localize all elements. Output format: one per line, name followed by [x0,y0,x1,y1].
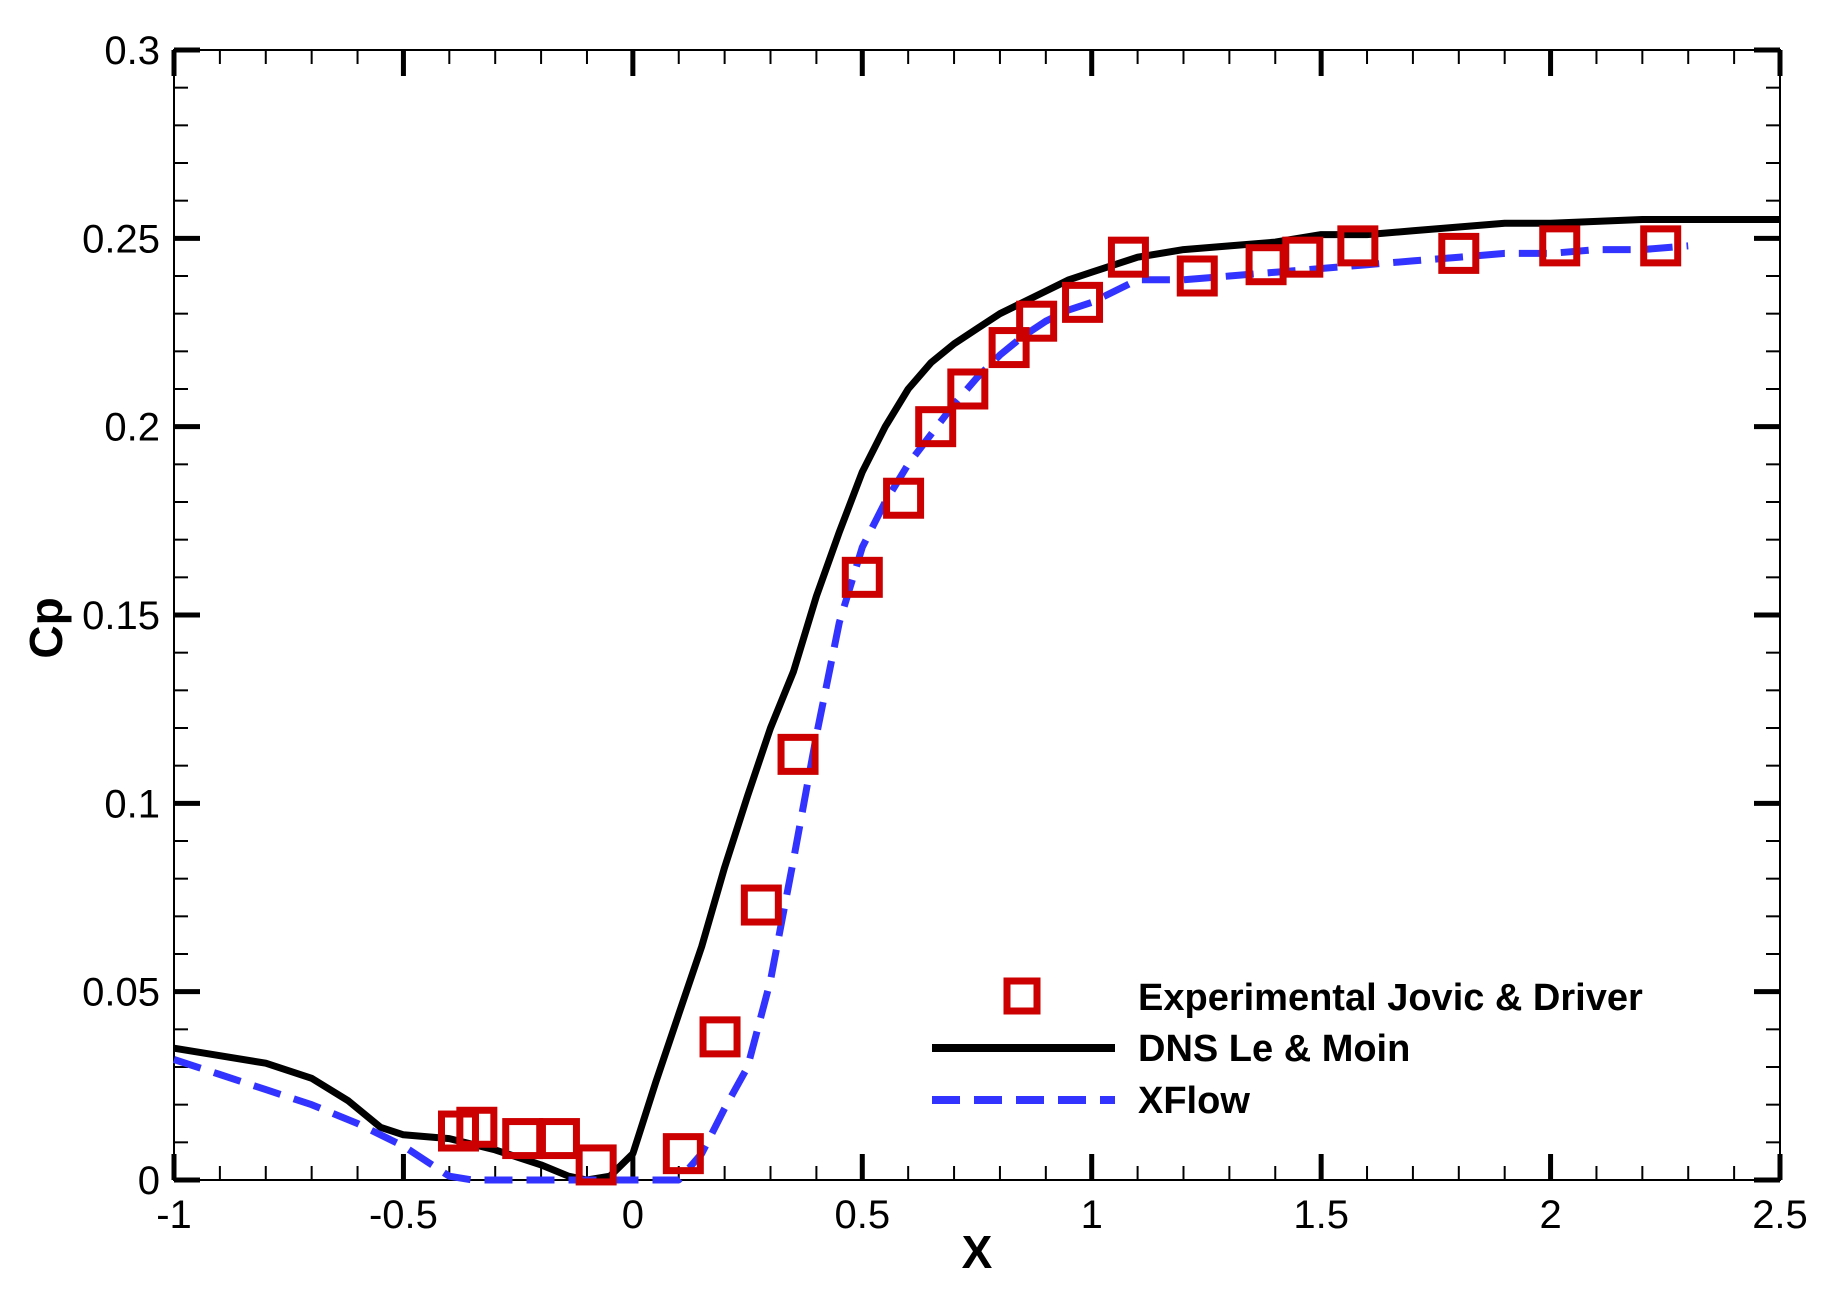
x-tick-label: -1 [156,1193,192,1237]
experimental-data-point [1337,225,1379,267]
experimental-data-point [1062,281,1104,323]
experimental-data-point [883,477,925,519]
x-tick-label: 2.5 [1752,1193,1808,1237]
legend: Experimental Jovic & Driver DNS Le & Moi… [932,977,1643,1122]
x-axis-title: X [962,1226,993,1278]
x-tick-label: 0 [622,1193,644,1237]
experimental-data-point [1016,300,1058,342]
series-line-xflow [172,242,1689,1184]
experimental-data-point [1640,225,1682,267]
y-axis-title: Cp [20,597,72,658]
experimental-data-point [662,1133,704,1175]
legend-marker-experimental [1003,977,1041,1015]
experimental-data-point [1539,225,1581,267]
y-tick-label: 0 [138,1159,160,1203]
series-layer [172,216,1780,1186]
experimental-data-point [1107,236,1149,278]
experimental-data-point [988,327,1030,369]
experimental-data-point [699,1016,741,1058]
experimental-data-point [1282,236,1324,278]
legend-label-xflow: XFlow [1138,1080,1250,1122]
experimental-data-point [456,1106,498,1148]
legend-label-dns: DNS Le & Moin [1138,1028,1410,1070]
y-tick-label: 0.1 [104,782,160,826]
experimental-data-point [502,1118,544,1160]
y-tick-label: 0.2 [104,406,160,450]
y-tick-labels: 0 0.05 0.1 0.15 0.2 0.25 0.3 [82,29,160,1203]
y-tick-label: 0.15 [82,594,160,638]
experimental-data-point [777,733,819,775]
experimental-data-point [841,556,883,598]
experimental-data-point [740,884,782,926]
y-tick-label: 0.05 [82,971,160,1015]
series-line-dns-le-moin [173,216,1780,1184]
x-tick-label: 0.5 [834,1193,890,1237]
experimental-data-point [915,406,957,448]
x-tick-label: -0.5 [369,1193,438,1237]
legend-label-experimental: Experimental Jovic & Driver [1138,977,1643,1019]
experimental-data-point [575,1144,617,1186]
experimental-data-point [1245,244,1287,286]
experimental-data-point [1438,232,1480,274]
y-tick-label: 0.3 [104,29,160,73]
experimental-data-point [538,1118,580,1160]
major-ticks [171,47,1783,1183]
x-tick-labels: -1 -0.5 0 0.5 1 1.5 2 2.5 [156,1193,1808,1237]
y-tick-label: 0.25 [82,217,160,261]
experimental-data-point [1176,255,1218,297]
x-tick-label: 1.5 [1293,1193,1349,1237]
x-tick-label: 1 [1081,1193,1103,1237]
experimental-data-point [947,368,989,410]
x-tick-label: 2 [1539,1193,1561,1237]
